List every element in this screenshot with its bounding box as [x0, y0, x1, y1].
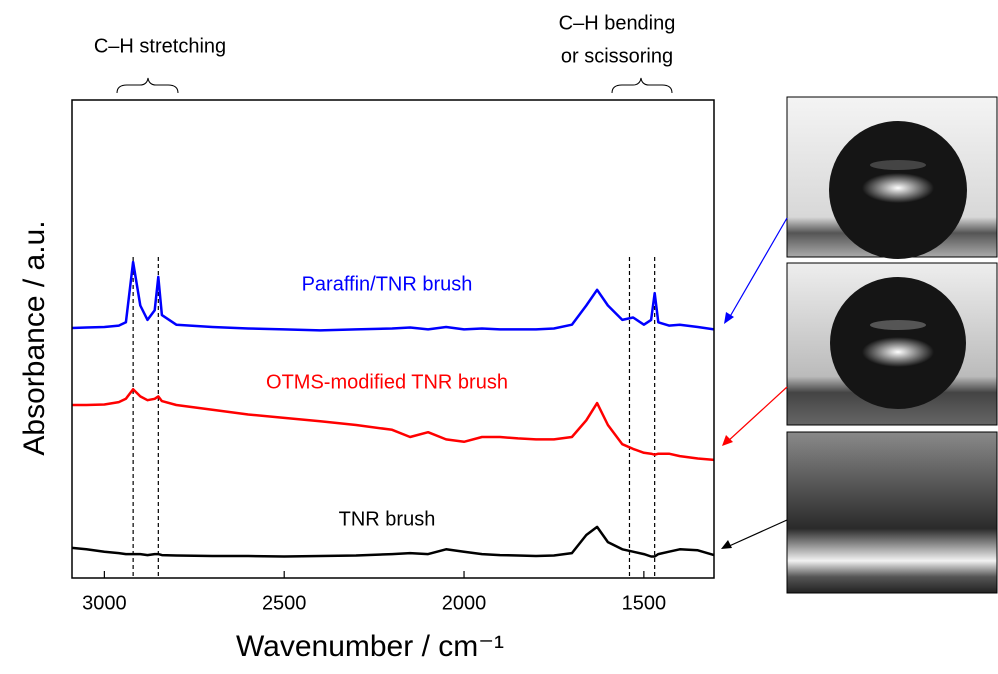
spectrum-line	[72, 387, 715, 462]
x-tick-label: 3000	[82, 592, 127, 614]
arrows	[721, 217, 788, 549]
plot-frame	[71, 99, 715, 579]
series-label: Paraffin/TNR brush	[302, 273, 473, 295]
x-tick-label: 2500	[262, 592, 307, 614]
spectrum-line	[71, 260, 715, 332]
brace	[116, 77, 179, 94]
plot: 3000 2500 2000 1500 Paraffin/TNR brush OTMS-m…	[71, 257, 715, 614]
series-label: OTMS-modified TNR brush	[266, 371, 508, 393]
y-axis-title: Absorbance / a.u.	[18, 220, 51, 455]
film-photo	[786, 431, 998, 594]
spectrum-line	[71, 525, 715, 558]
x-tick-label: 2000	[442, 592, 487, 614]
x-axis-title: Wavenumber / cm⁻¹	[236, 630, 504, 663]
droplet-photo	[786, 96, 998, 259]
annotation: C–H stretching	[94, 35, 226, 57]
droplet-photo	[786, 262, 998, 426]
series-label: TNR brush	[339, 508, 436, 530]
annotation: or scissoring	[561, 45, 673, 67]
x-tick-label: 1500	[622, 592, 667, 614]
brace	[611, 77, 673, 94]
annotation: C–H bending	[559, 12, 676, 34]
